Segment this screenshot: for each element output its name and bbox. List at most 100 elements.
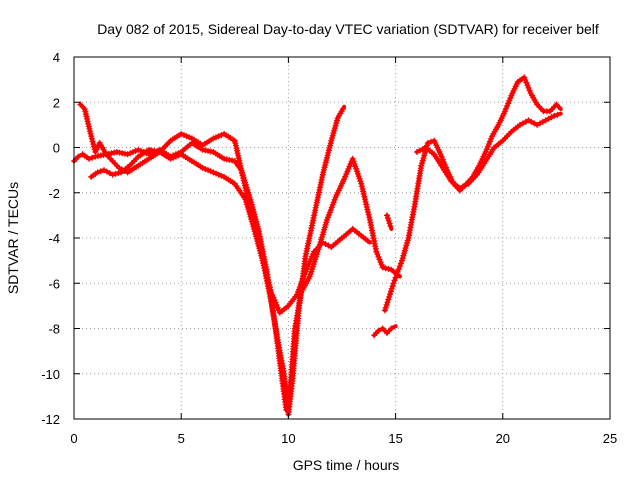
- series-2: [77, 101, 347, 418]
- y-tick-label: -8: [48, 322, 60, 337]
- data-point-marker: [375, 327, 382, 334]
- data-point-marker: [218, 172, 225, 179]
- data-point-marker: [167, 155, 174, 162]
- data-point-marker: [555, 103, 562, 110]
- series-group: [71, 74, 563, 418]
- data-point-marker: [387, 223, 394, 230]
- data-point-marker: [386, 293, 393, 300]
- data-point-marker: [75, 153, 82, 160]
- y-tick-label: -6: [48, 276, 60, 291]
- data-point-marker: [109, 171, 116, 178]
- data-point-marker: [364, 237, 371, 244]
- data-point-marker: [385, 217, 392, 224]
- data-point-marker: [215, 171, 222, 178]
- data-point-marker: [112, 170, 119, 177]
- data-point-marker: [395, 266, 402, 273]
- data-point-marker: [398, 260, 404, 267]
- x-tick-label: 10: [281, 431, 295, 446]
- data-point-marker: [382, 265, 389, 272]
- data-point-marker: [172, 153, 179, 160]
- data-point-marker: [199, 164, 206, 171]
- x-axis-label: GPS time / hours: [293, 457, 400, 473]
- data-point-marker: [525, 84, 532, 91]
- data-point-marker: [389, 283, 396, 289]
- x-tick-label: 5: [178, 431, 185, 446]
- data-point-marker: [91, 143, 97, 150]
- y-tick-label: 4: [53, 50, 60, 65]
- x-tick-label: 0: [70, 431, 77, 446]
- data-point-marker: [503, 105, 509, 112]
- series-7: [384, 212, 394, 231]
- data-point-marker: [386, 220, 393, 227]
- y-tick-label: -10: [41, 367, 60, 382]
- x-tick-label: 20: [496, 431, 510, 446]
- data-point-marker: [205, 167, 211, 174]
- data-point-marker: [385, 296, 392, 303]
- data-point-marker: [388, 285, 395, 292]
- series-1: [71, 140, 402, 413]
- data-point-marker: [393, 271, 400, 278]
- data-point-marker: [115, 170, 122, 177]
- data-point-marker: [384, 215, 391, 222]
- tick-marks: [73, 56, 611, 420]
- data-point-marker: [127, 150, 134, 157]
- data-point-marker: [135, 146, 142, 153]
- series-4: [371, 324, 398, 339]
- x-tick-label: 15: [388, 431, 402, 446]
- y-axis-label: SDTVAR / TECUs: [5, 182, 21, 294]
- data-point-marker: [207, 168, 214, 175]
- data-point-marker: [385, 265, 392, 272]
- data-point-marker: [438, 153, 445, 160]
- series-line: [89, 147, 372, 315]
- data-point-marker: [213, 134, 219, 141]
- data-point-marker: [387, 288, 394, 295]
- data-point-marker: [505, 100, 512, 107]
- data-point-marker: [88, 135, 95, 142]
- data-point-marker: [391, 277, 398, 284]
- data-point-marker: [97, 168, 104, 175]
- y-tick-label: 0: [53, 141, 60, 156]
- data-point-marker: [384, 212, 390, 219]
- data-point-marker: [382, 304, 389, 311]
- y-tick-label: 2: [53, 95, 60, 110]
- data-point-marker: [501, 108, 508, 115]
- series-5: [381, 74, 563, 314]
- data-point-marker: [388, 325, 395, 332]
- data-point-marker: [424, 140, 431, 146]
- x-tick-label: 25: [603, 431, 617, 446]
- data-point-marker: [202, 166, 209, 172]
- data-point-marker: [483, 146, 490, 153]
- series-line: [382, 75, 563, 313]
- data-point-marker: [394, 268, 401, 275]
- y-tick-label: -2: [48, 186, 60, 201]
- y-tick-labels: -12 -10 -8 -6 -4 -2 0 2 4: [41, 50, 60, 427]
- data-point-marker: [377, 259, 384, 266]
- y-tick-label: -4: [48, 231, 60, 246]
- data-point-marker: [428, 138, 434, 145]
- data-point-marker: [387, 291, 393, 298]
- data-point-marker: [178, 130, 185, 137]
- data-point-marker: [94, 169, 101, 176]
- data-point-marker: [339, 106, 346, 112]
- data-point-marker: [392, 274, 399, 281]
- data-point-marker: [390, 280, 397, 287]
- data-point-marker: [124, 151, 131, 158]
- data-point-marker: [86, 155, 92, 162]
- x-tick-labels: 0 5 10 15 20 25: [70, 431, 617, 446]
- data-point-marker: [132, 147, 139, 154]
- data-point-marker: [186, 134, 193, 141]
- data-point-marker: [213, 170, 219, 177]
- data-point-marker: [486, 138, 493, 145]
- data-point-marker: [554, 111, 561, 118]
- data-point-marker: [551, 112, 558, 119]
- series-6: [414, 111, 563, 192]
- series-3: [88, 146, 372, 316]
- data-point-marker: [379, 264, 386, 271]
- chart-title: Day 082 of 2015, Sidereal Day-to-day VTE…: [97, 21, 599, 37]
- data-point-marker: [89, 154, 96, 161]
- data-point-marker: [383, 302, 390, 308]
- data-point-marker: [180, 132, 187, 139]
- data-point-marker: [396, 263, 403, 270]
- data-point-marker: [374, 251, 381, 258]
